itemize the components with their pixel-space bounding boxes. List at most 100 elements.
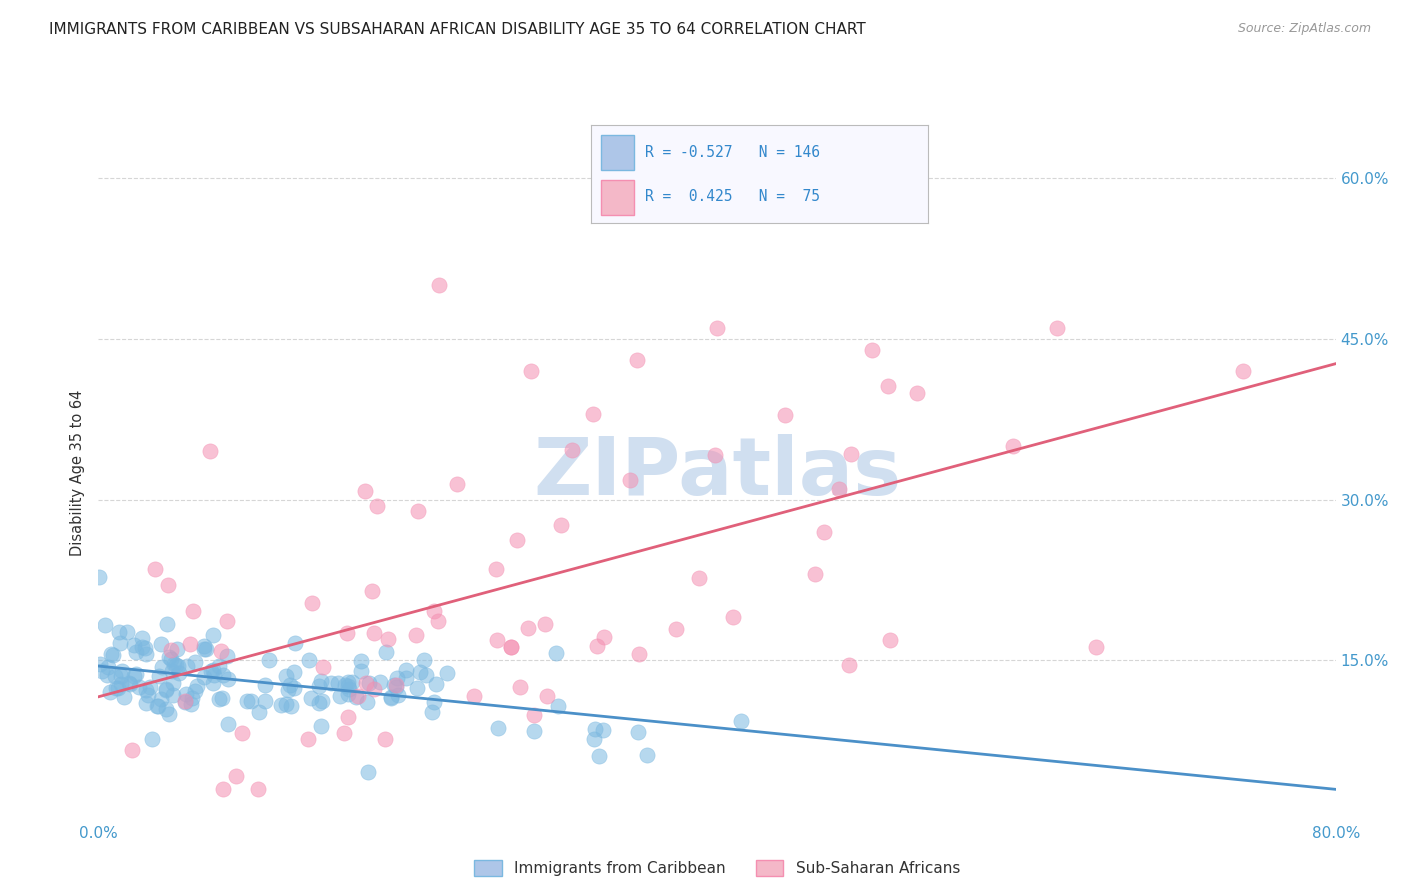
Point	[254, 694, 277, 708]
Point	[333, 678, 356, 692]
Point	[1001, 439, 1024, 453]
Point	[141, 731, 163, 746]
Point	[706, 321, 728, 335]
Point	[105, 681, 128, 695]
Point	[357, 765, 380, 780]
Point	[225, 769, 247, 783]
Point	[588, 749, 610, 764]
Point	[143, 562, 166, 576]
Point	[270, 698, 292, 712]
Point	[499, 640, 522, 654]
Point	[486, 633, 509, 648]
Point	[217, 672, 239, 686]
Point	[337, 679, 360, 693]
Point	[150, 637, 173, 651]
Point	[169, 665, 191, 680]
Point	[1084, 640, 1107, 654]
Point	[277, 682, 299, 697]
Point	[184, 683, 207, 698]
Point	[321, 675, 343, 690]
Point	[426, 615, 449, 629]
Point	[628, 647, 651, 661]
Point	[152, 660, 174, 674]
Point	[125, 645, 148, 659]
Point	[583, 722, 606, 736]
Point	[337, 688, 360, 702]
Point	[860, 343, 883, 357]
Point	[121, 743, 143, 757]
Point	[236, 693, 259, 707]
Bar	[600, 135, 634, 170]
Point	[93, 618, 115, 632]
Point	[1232, 364, 1254, 378]
Text: ZIPatlas: ZIPatlas	[533, 434, 901, 512]
Point	[176, 659, 198, 673]
Point	[463, 689, 485, 703]
Point	[162, 689, 184, 703]
Point	[148, 669, 170, 683]
Point	[509, 680, 531, 694]
Point	[586, 640, 609, 654]
Text: Source: ZipAtlas.com: Source: ZipAtlas.com	[1237, 22, 1371, 36]
Point	[112, 690, 135, 704]
Point	[193, 640, 215, 654]
Point	[157, 578, 180, 592]
Point	[405, 681, 427, 695]
Y-axis label: Disability Age 35 to 64: Disability Age 35 to 64	[70, 390, 86, 556]
Point	[131, 631, 153, 645]
Point	[186, 679, 208, 693]
Point	[146, 699, 169, 714]
Point	[91, 664, 114, 678]
Point	[425, 677, 447, 691]
Point	[773, 409, 796, 423]
Point	[157, 650, 180, 665]
Point	[311, 694, 333, 708]
Point	[523, 723, 546, 738]
Point	[704, 448, 727, 462]
Point	[259, 653, 281, 667]
Point	[110, 669, 132, 683]
Point	[366, 499, 388, 513]
Point	[374, 731, 396, 746]
Point	[354, 676, 377, 690]
Point	[384, 678, 406, 692]
Point	[688, 571, 710, 585]
Point	[208, 659, 231, 673]
Point	[131, 640, 153, 654]
Point	[156, 617, 179, 632]
Point	[520, 364, 543, 378]
Point	[517, 621, 540, 635]
Point	[636, 747, 658, 762]
Point	[380, 690, 402, 705]
Point	[200, 665, 222, 679]
Point	[427, 278, 450, 293]
Point	[89, 657, 111, 671]
Point	[174, 694, 197, 708]
Point	[135, 647, 157, 661]
Point	[550, 517, 572, 532]
Point	[336, 709, 359, 723]
Point	[395, 671, 418, 685]
Point	[254, 678, 277, 692]
Point	[377, 632, 399, 646]
Point	[499, 640, 522, 654]
Point	[350, 664, 373, 678]
Point	[165, 658, 187, 673]
Point	[360, 584, 382, 599]
Point	[103, 648, 125, 663]
Point	[155, 682, 177, 697]
Text: R =  0.425   N =  75: R = 0.425 N = 75	[644, 189, 820, 204]
Point	[839, 447, 862, 461]
Point	[89, 570, 111, 584]
Point	[173, 695, 195, 709]
Point	[217, 614, 239, 628]
Point	[387, 688, 409, 702]
Point	[159, 707, 181, 722]
Point	[356, 695, 378, 709]
Point	[329, 690, 352, 704]
Point	[506, 533, 529, 547]
Point	[547, 698, 569, 713]
Point	[125, 666, 148, 681]
Point	[198, 444, 221, 458]
Point	[280, 698, 302, 713]
